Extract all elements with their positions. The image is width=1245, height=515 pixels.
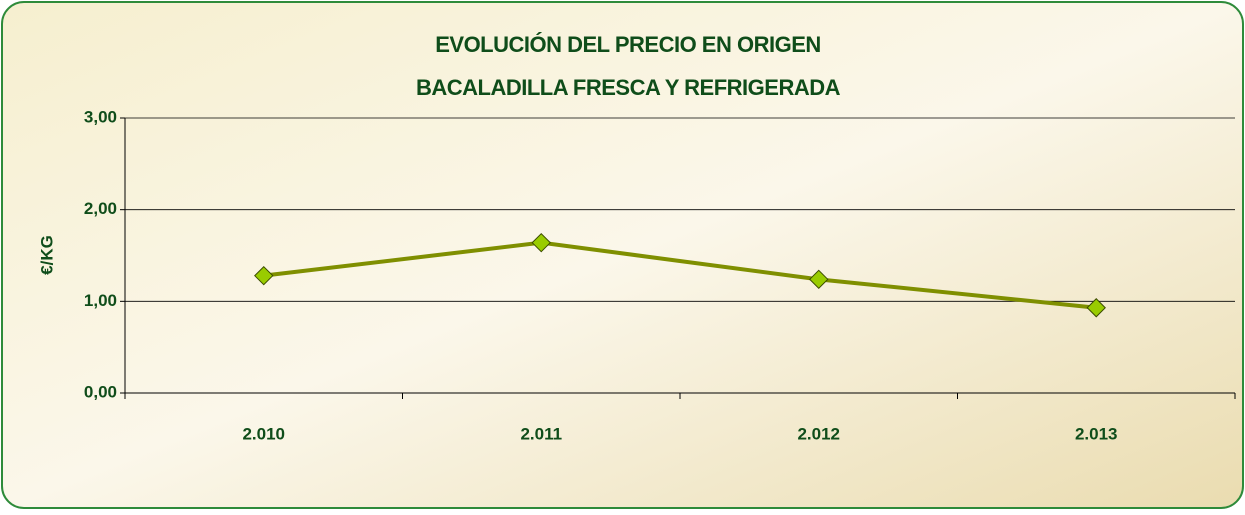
y-tick-label: 3,00 — [84, 107, 117, 126]
x-tick-label: 2.010 — [242, 424, 285, 443]
y-tick-label: 1,00 — [84, 291, 117, 310]
data-marker — [531, 232, 551, 253]
data-marker — [809, 269, 829, 290]
y-axis-label: €/KG — [37, 235, 56, 275]
x-tick-label: 2.013 — [1075, 424, 1118, 443]
data-line — [263, 240, 1097, 310]
data-marker — [254, 265, 274, 286]
y-tick-label: 2,00 — [84, 199, 117, 218]
data-marker — [1086, 298, 1106, 318]
y-tick-label: 0,00 — [84, 382, 117, 401]
x-tick-label: 2.011 — [520, 424, 562, 443]
x-tick-label: 2.012 — [797, 424, 840, 443]
chart-subtitle: BACALADILLA FRESCA Y REFRIGERADA — [416, 75, 841, 100]
chart-title: EVOLUCIÓN DEL PRECIO EN ORIGEN — [435, 32, 821, 57]
